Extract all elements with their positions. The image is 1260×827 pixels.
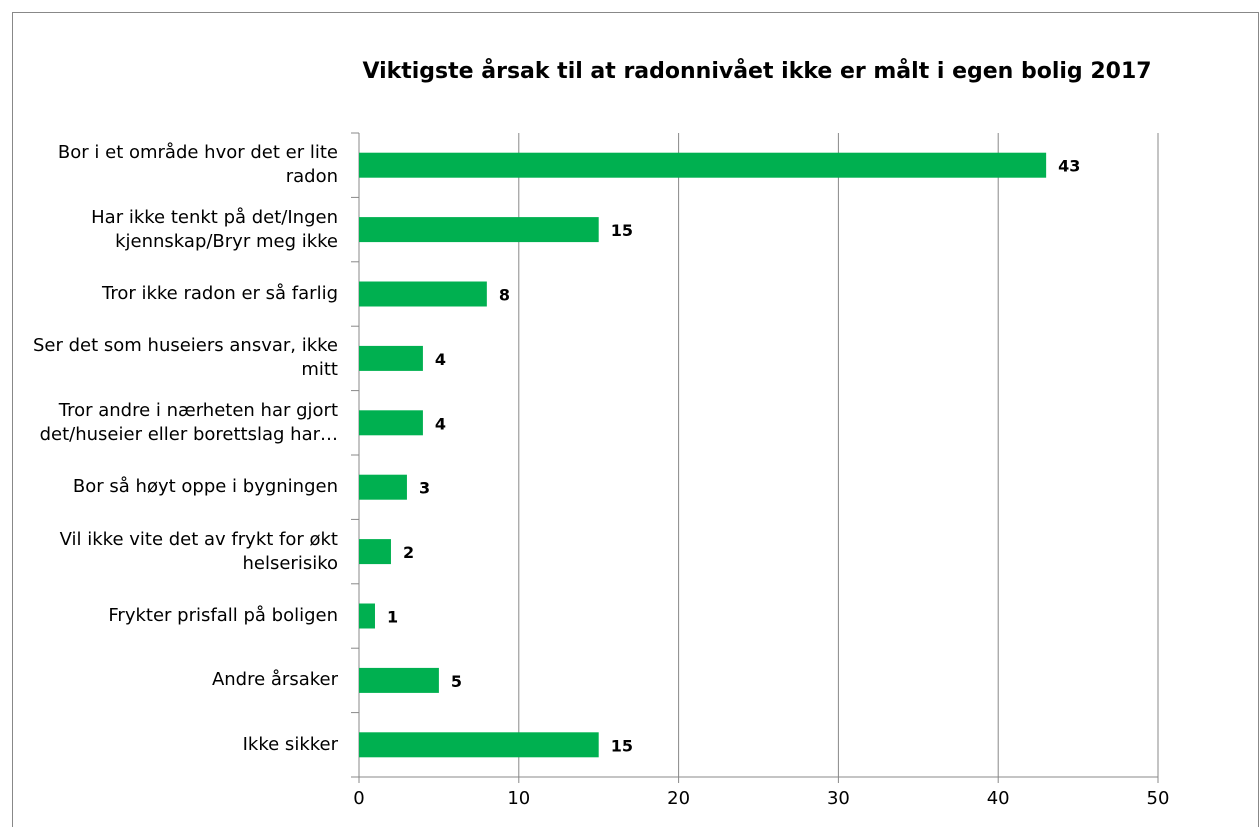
x-tick-label: 20 bbox=[667, 788, 690, 809]
x-tick-label: 40 bbox=[987, 788, 1010, 809]
y-tick-label: Vil ikke vite det av frykt for økt helse… bbox=[59, 528, 338, 574]
bar bbox=[359, 603, 375, 629]
bar bbox=[359, 474, 407, 500]
y-tick-label: Frykter prisfall på boligen bbox=[108, 604, 338, 626]
y-tick-label: Ikke sikker bbox=[242, 733, 338, 755]
y-tick-label: Har ikke tenkt på det/Ingen kjennskap/Br… bbox=[91, 206, 338, 252]
data-label: 4 bbox=[435, 350, 446, 369]
data-label: 3 bbox=[419, 479, 430, 498]
bar bbox=[359, 667, 439, 693]
data-label: 1 bbox=[387, 608, 398, 627]
x-tick-label: 30 bbox=[827, 788, 850, 809]
x-tick-label: 0 bbox=[353, 788, 364, 809]
bar bbox=[359, 345, 423, 371]
y-tick-label: Tror andre i nærheten har gjort det/huse… bbox=[39, 399, 338, 445]
y-tick-label: Tror ikke radon er så farlig bbox=[101, 282, 338, 304]
data-label: 15 bbox=[611, 221, 633, 240]
data-label: 8 bbox=[499, 286, 510, 305]
data-label: 43 bbox=[1058, 157, 1080, 176]
y-tick-label: Bor i et område hvor det er lite radon bbox=[57, 142, 338, 188]
bar bbox=[359, 217, 599, 243]
data-label: 4 bbox=[435, 414, 446, 433]
bar bbox=[359, 410, 423, 436]
chart-border bbox=[12, 12, 1259, 827]
bar bbox=[359, 539, 391, 565]
x-tick-label: 10 bbox=[507, 788, 530, 809]
bar bbox=[359, 281, 487, 307]
data-label: 2 bbox=[403, 543, 414, 562]
bar bbox=[359, 152, 1047, 178]
y-tick-label: Andre årsaker bbox=[211, 669, 338, 691]
x-tick-label: 50 bbox=[1147, 788, 1170, 809]
bar bbox=[359, 732, 599, 758]
data-label: 15 bbox=[611, 736, 633, 755]
data-label: 5 bbox=[451, 672, 462, 691]
y-tick-label: Bor så høyt oppe i bygningen bbox=[72, 476, 338, 498]
y-tick-label: Ser det som huseiers ansvar, ikke mitt bbox=[32, 335, 338, 381]
chart-title: Viktigste årsak til at radonnivået ikke … bbox=[362, 58, 1151, 84]
